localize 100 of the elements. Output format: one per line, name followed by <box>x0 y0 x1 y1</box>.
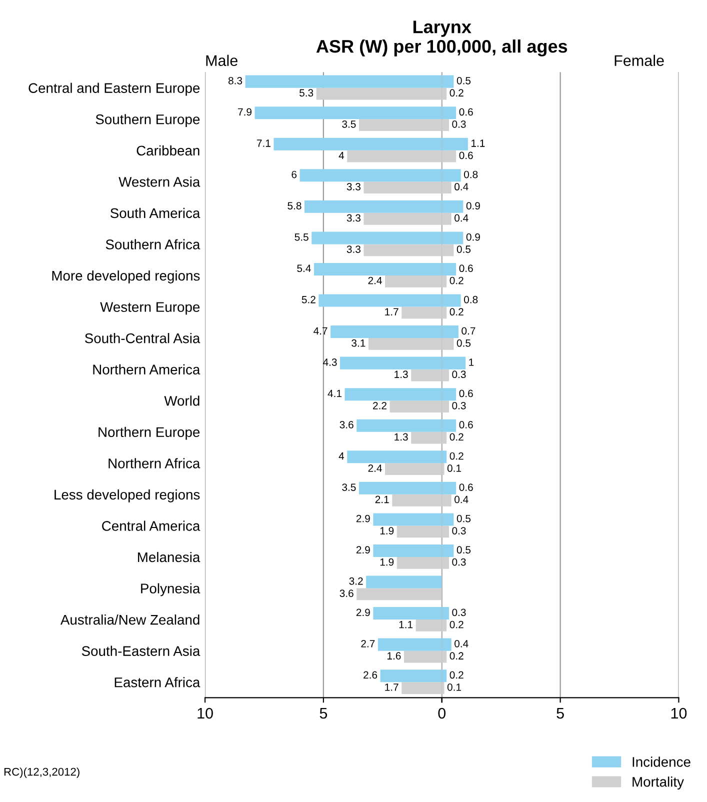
data-label: 0.5 <box>456 339 471 347</box>
bar <box>366 576 442 588</box>
data-label: 1.3 <box>394 370 408 378</box>
y-tick-label: Less developed regions <box>54 489 200 502</box>
data-label: 1.7 <box>385 308 398 316</box>
data-label: 2.9 <box>356 546 370 554</box>
data-label: 0.9 <box>466 202 480 210</box>
data-label: 1.9 <box>380 558 394 566</box>
text: Female <box>614 54 664 66</box>
data-label: 0.2 <box>450 620 464 628</box>
data-label: 0.6 <box>459 108 473 116</box>
y-tick-label: Melanesia <box>138 552 200 562</box>
data-label: 5.4 <box>297 264 311 272</box>
data-label: 0.9 <box>466 233 480 241</box>
data-label: 0.6 <box>459 390 473 398</box>
y-tick-label: Northern Europe <box>98 426 200 440</box>
data-label: 0.2 <box>450 671 464 679</box>
data-label: 4.1 <box>328 390 342 398</box>
data-label: 2.9 <box>356 514 370 522</box>
text: Male <box>206 54 238 66</box>
data-label: 3.1 <box>352 339 366 347</box>
data-label: 3.3 <box>346 246 360 253</box>
data-label: 1 <box>469 358 474 366</box>
text: RC)(12,3,2012) <box>4 768 80 778</box>
x-tick-label: 0 <box>438 708 446 719</box>
data-label: 0.4 <box>454 214 468 222</box>
data-label: 0.8 <box>464 170 478 178</box>
bar <box>356 588 442 600</box>
y-tick-label: South-Eastern Asia <box>82 646 200 656</box>
data-label: 1.3 <box>394 433 408 441</box>
data-label: 2.9 <box>356 608 370 616</box>
data-label: 0.3 <box>452 120 466 128</box>
data-label: 7.9 <box>238 108 252 116</box>
data-label: 3.3 <box>346 183 360 190</box>
data-label: 0.2 <box>450 452 464 460</box>
data-label: 2.4 <box>368 464 382 472</box>
data-label: 2.2 <box>373 402 386 410</box>
x-tick-label: 10 <box>198 708 213 719</box>
x-tick-label: 5 <box>556 708 564 719</box>
data-label: 0.3 <box>452 527 466 534</box>
data-label: 3.2 <box>349 577 363 585</box>
data-label: 0.4 <box>454 183 468 190</box>
y-tick-label: World <box>164 396 200 406</box>
data-label: 0.2 <box>450 652 464 660</box>
data-label: 4.3 <box>323 358 337 366</box>
data-label: 0.5 <box>456 546 471 554</box>
data-label: 0.1 <box>447 683 461 691</box>
legend-label: Mortality <box>632 776 684 790</box>
x-tick-label: 5 <box>320 708 328 719</box>
data-label: 1.9 <box>380 527 394 534</box>
x-tick-label: 10 <box>671 708 687 719</box>
data-label: 0.5 <box>456 514 471 522</box>
data-label: 4.7 <box>314 327 328 334</box>
data-label: 2.1 <box>375 496 389 504</box>
data-label: 3.6 <box>340 590 354 598</box>
data-label: 0.3 <box>452 370 466 378</box>
data-label: 6 <box>292 170 297 178</box>
data-label: 8.3 <box>228 76 242 84</box>
y-tick-label: South-Central Asia <box>85 333 200 344</box>
data-label: 0.4 <box>454 640 468 648</box>
data-label: 3.6 <box>340 421 354 428</box>
y-tick-label: Australia/New Zealand <box>60 614 200 625</box>
data-label: 0.2 <box>450 308 464 316</box>
y-tick-label: Central America <box>102 520 200 531</box>
data-label: 3.3 <box>346 214 360 222</box>
data-label: 0.5 <box>456 76 471 84</box>
data-label: 0.2 <box>450 276 464 284</box>
y-tick-label: Northern Africa <box>108 458 200 468</box>
data-label: 0.7 <box>462 327 476 335</box>
legend-label: Incidence <box>632 756 690 767</box>
y-tick-label: More developed regions <box>52 270 200 284</box>
y-tick-label: Central and Eastern Europe <box>28 82 200 96</box>
data-label: 5.5 <box>294 233 308 241</box>
data-label: 0.6 <box>459 484 473 491</box>
chart-title: Larynx ASR (W) per 100,000, all ages <box>316 20 568 56</box>
data-label: 3.5 <box>342 120 356 128</box>
data-label: 1.6 <box>388 652 401 660</box>
y-tick-label: Western Europe <box>100 302 200 315</box>
data-label: 2.6 <box>364 671 378 679</box>
data-label: 4 <box>338 452 344 460</box>
y-tick-label: South America <box>110 208 200 218</box>
data-label: 0.6 <box>459 264 473 272</box>
data-label: 2.7 <box>361 640 375 648</box>
y-tick-label: Western Asia <box>118 176 200 187</box>
y-tick-label: Northern America <box>93 364 200 374</box>
data-label: 1.1 <box>399 621 413 628</box>
data-label: 5.2 <box>302 296 316 304</box>
data-label: 0.5 <box>456 246 471 253</box>
data-label: 0.3 <box>452 402 466 410</box>
y-tick-label: Southern Africa <box>106 239 200 250</box>
data-label: 0.6 <box>459 152 473 160</box>
y-tick-label: Eastern Africa <box>114 677 200 688</box>
data-label: 5.8 <box>288 202 302 210</box>
data-label: 1.1 <box>472 140 485 147</box>
data-label: 0.4 <box>454 496 468 504</box>
y-tick-label: Caribbean <box>136 145 200 156</box>
data-label: 0.6 <box>459 421 473 428</box>
data-label: 1.7 <box>385 684 398 691</box>
data-label: 0.1 <box>447 464 461 472</box>
data-label: 7.1 <box>256 140 270 147</box>
